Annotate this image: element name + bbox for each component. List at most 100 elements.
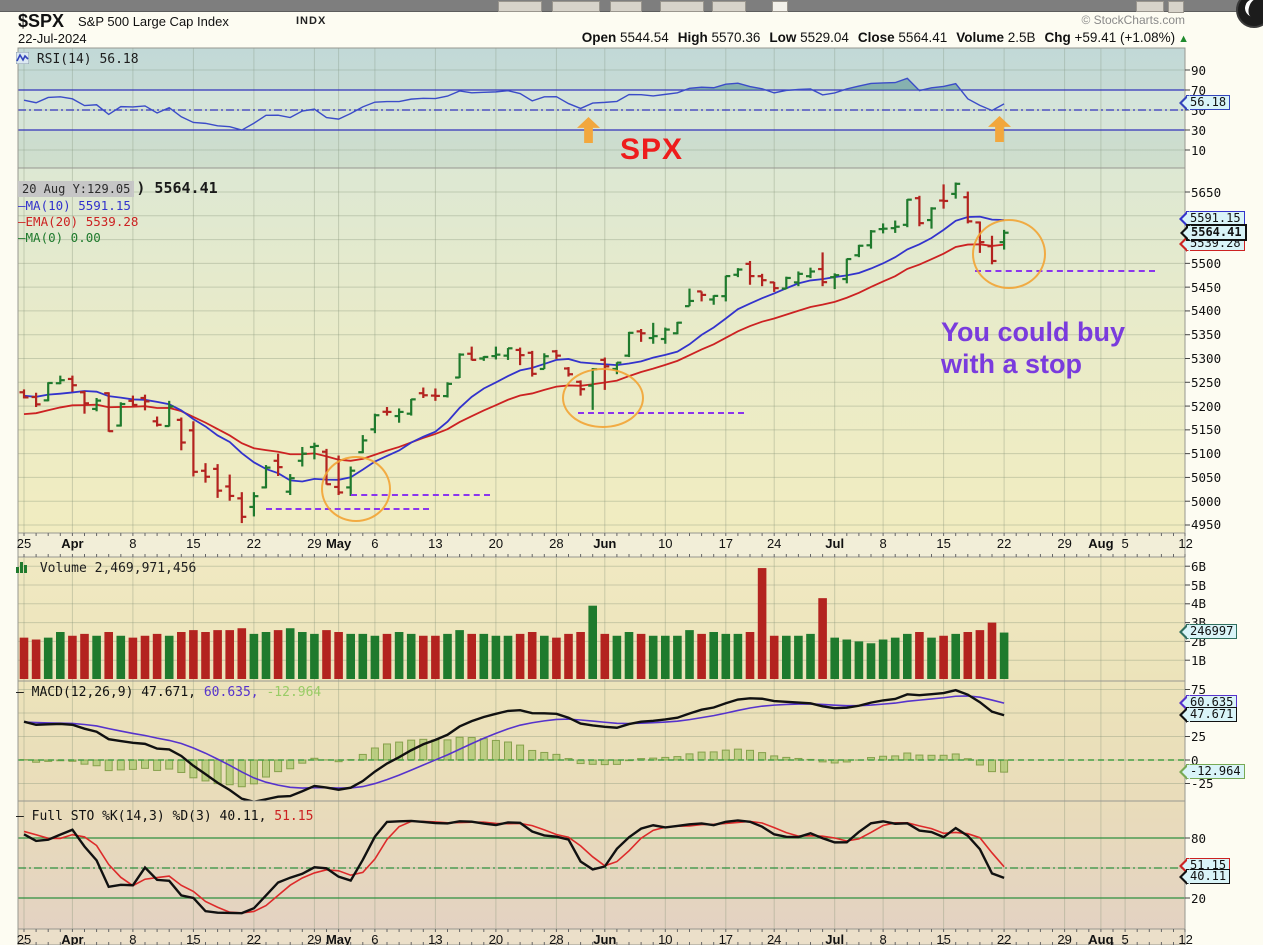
axis-tick-label: 5300: [1191, 350, 1222, 366]
date-axis-label: Jul: [825, 536, 845, 551]
macd_panel-label-part: — MACD(12,26,9) 47.671,: [16, 685, 197, 700]
date-axis-label: 22: [246, 536, 262, 551]
highlight-circle: [971, 218, 1046, 289]
date-axis-label: 28: [549, 932, 564, 945]
date-axis-label: Apr: [61, 536, 84, 551]
highlight-circle: [321, 455, 392, 522]
axis-tick-label: 30: [1191, 122, 1207, 138]
volume-bars-icon: [16, 562, 28, 573]
axis-tick-label: 1B: [1191, 652, 1207, 668]
date-axis-label: 12: [1178, 932, 1193, 945]
axis-tick-label: 75: [1191, 682, 1207, 697]
date-axis-label: 24: [766, 536, 782, 551]
axis-callout-40.11: 40.11: [1179, 869, 1231, 886]
axis-tick-label: 5B: [1191, 577, 1207, 593]
axis-tick-label: 5050: [1191, 469, 1222, 485]
date-axis-label: 29: [1057, 536, 1072, 551]
date-axis-label: 6: [371, 536, 379, 551]
hover-tooltip: 20 Aug Y:129.05: [18, 181, 135, 197]
date-axis-label: 25: [16, 536, 32, 551]
date-axis-label: 29: [1057, 932, 1072, 945]
axis-tick-label: 4B: [1191, 596, 1207, 612]
axis-callout-246997: 246997: [1179, 624, 1238, 641]
axis-tick-label: 5250: [1191, 374, 1222, 390]
date-axis-label: May: [325, 536, 352, 551]
date-axis-label: 29: [307, 536, 322, 551]
axis-callout-56.18: 56.18: [1179, 95, 1231, 112]
date-axis-label: May: [325, 932, 352, 945]
date-axis-label: 20: [488, 932, 504, 945]
date-axis-label: Jun: [593, 536, 617, 551]
axis-tick-label: 5000: [1191, 493, 1222, 509]
overlay-legend-item: —MA(10) 5591.15: [18, 198, 131, 213]
date-axis-label: 6: [371, 932, 379, 945]
date-axis-label: 22: [996, 536, 1012, 551]
date-axis-label: 29: [307, 932, 322, 945]
date-axis-label: 24: [766, 932, 782, 945]
date-axis-label: 13: [428, 932, 443, 945]
axis-tick-label: 80: [1191, 830, 1207, 846]
axis-callout-60.635: 60.635: [1179, 694, 1238, 711]
axis-tick-label: 70: [1191, 82, 1207, 98]
date-axis-label: 13: [428, 536, 443, 551]
date-axis-label: 22: [246, 932, 262, 945]
date-axis-label: 20: [488, 536, 504, 551]
axis-tick-label: 10: [1191, 142, 1207, 158]
axis-tick-label: 25: [1191, 729, 1207, 744]
macd_panel-label-part: 60.635,: [196, 685, 259, 700]
axis-callout-5564.41: 5564.41: [1180, 224, 1247, 242]
date-axis-label: Aug: [1088, 932, 1114, 945]
axis-tick-label: 5100: [1191, 446, 1222, 462]
date-axis-label: 25: [16, 932, 32, 945]
rsi-label-text: RSI(14) 56.18: [36, 52, 139, 67]
axis-tick-label: 6B: [1191, 558, 1207, 574]
sto_panel-label-part: — Full STO %K(14,3) %D(3) 40.11,: [16, 809, 267, 824]
volume-label-text: Volume 2,469,971,456: [39, 561, 197, 576]
spx-annotation: SPX: [620, 133, 684, 166]
date-axis-label: 15: [936, 536, 951, 551]
volume-panel-label: Volume 2,469,971,456: [16, 561, 196, 576]
date-axis-label: 17: [718, 536, 734, 551]
date-axis-label: 22: [996, 932, 1012, 945]
axis-tick-label: 0: [1191, 752, 1199, 768]
date-axis-label: Jul: [825, 932, 845, 945]
date-axis-label: 5: [1121, 536, 1129, 551]
overlay-legend-item: —EMA(20) 5539.28: [18, 214, 139, 229]
date-axis-label: 15: [186, 932, 201, 945]
rsi-panel-label: RSI(14) 56.18: [15, 51, 139, 67]
support-dashed-line: [350, 494, 490, 497]
buy-note-annotation: You could buy with a stop: [941, 317, 1125, 379]
macd_panel-label-part: -12.964: [258, 685, 322, 700]
date-axis-label: 15: [936, 932, 951, 945]
axis-tick-label: 5500: [1191, 255, 1222, 271]
axis-callout-47.671: 47.671: [1179, 706, 1238, 723]
axis-tick-label: 4950: [1191, 517, 1222, 533]
overlay-legend-item: —MA(0) 0.00: [18, 230, 101, 245]
macd-panel-label: — MACD(12,26,9) 47.671, 60.635, -12.964: [16, 685, 321, 700]
axis-tick-label: 5400: [1191, 303, 1222, 319]
support-dashed-line: [578, 411, 744, 414]
rsi-chart-icon: [15, 51, 30, 65]
date-axis-label: 10: [658, 932, 673, 945]
price-title-suffix: ) 5564.41: [136, 179, 218, 197]
axis-tick-label: 5450: [1191, 279, 1222, 295]
support-dashed-line: [975, 270, 1156, 273]
date-axis-label: 17: [718, 932, 734, 945]
axis-tick-label: 90: [1191, 62, 1207, 78]
date-axis-label: Jun: [593, 932, 617, 945]
date-axis-label: 5: [1121, 932, 1129, 945]
price-legend: 20 Aug Y:129.05) 5564.41 —MA(10) 5591.15…: [18, 179, 218, 246]
axis-callout-5591.15: 5591.15: [1179, 211, 1245, 228]
date-axis-label: Apr: [61, 932, 84, 945]
stochastics-panel-label: — Full STO %K(14,3) %D(3) 40.11, 51.15: [16, 809, 313, 824]
highlight-circle: [562, 368, 645, 429]
date-axis-label: 8: [129, 932, 137, 945]
sto_panel-label-part: 51.15: [266, 809, 314, 824]
date-axis-label: 12: [1178, 536, 1193, 551]
axis-tick-label: 5150: [1191, 422, 1222, 438]
axis-callout--12.964: -12.964: [1179, 763, 1245, 780]
date-axis-label: 8: [879, 932, 887, 945]
axis-tick-label: 20: [1191, 890, 1207, 906]
